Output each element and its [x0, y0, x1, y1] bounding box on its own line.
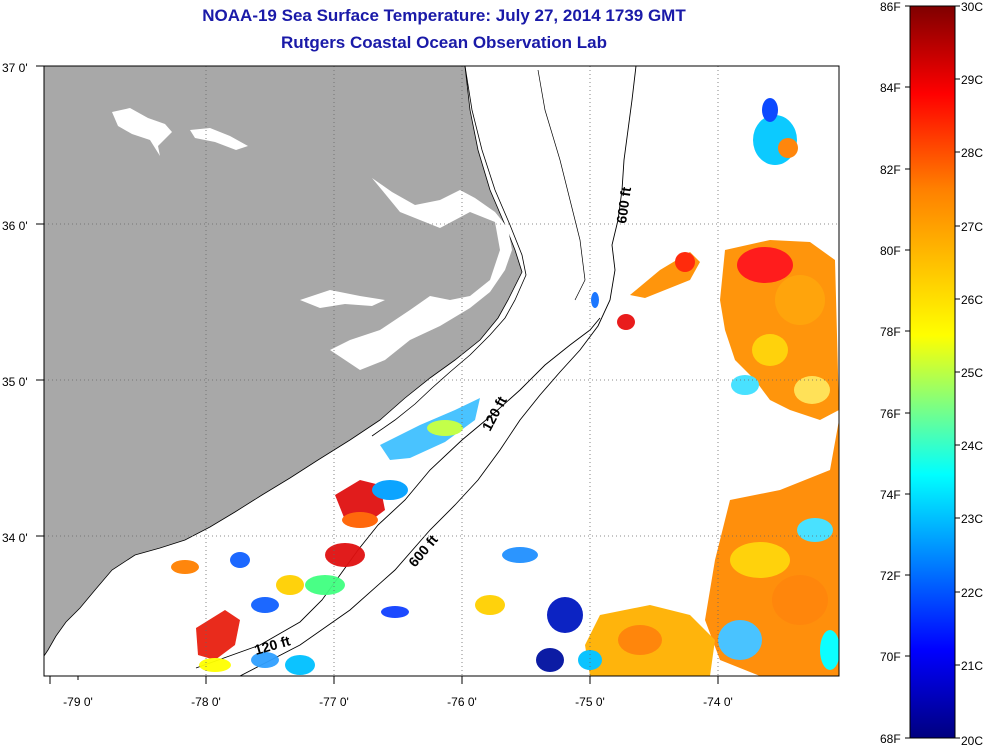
colorbar-c-label: 23C [961, 512, 984, 526]
colorbar-c-label: 30C [961, 0, 984, 14]
colorbar-c-label: 25C [961, 366, 984, 380]
lon-label: -79 0' [63, 695, 93, 709]
lat-label: 34 0' [2, 531, 28, 545]
outer-banks [371, 66, 527, 437]
colorbar-c-label: 26C [961, 293, 984, 307]
colorbar-f-label: 80F [880, 244, 901, 258]
inland-water [112, 108, 172, 156]
colorbar-c-label: 21C [961, 659, 984, 673]
colorbar-f-label: 68F [880, 732, 901, 746]
shelf-contour [537, 69, 586, 301]
sst-patches [171, 98, 839, 676]
axis-ticks [36, 65, 719, 684]
lon-label: -74 0' [703, 695, 733, 709]
map-subtitle: Rutgers Coastal Ocean Observation Lab [281, 33, 607, 52]
neuse-river [355, 332, 402, 362]
colorbar-c-label: 29C [961, 73, 984, 87]
colorbar-f-label: 78F [880, 325, 901, 339]
lat-label: 36 0' [2, 219, 28, 233]
colorbar [909, 5, 956, 739]
map-title: NOAA-19 Sea Surface Temperature: July 27… [202, 6, 686, 25]
isobath-120ft [195, 317, 601, 669]
inland-water [190, 128, 248, 150]
colorbar-f-label: 72F [880, 569, 901, 583]
isobath-600ft [239, 66, 637, 676]
lon-label: -78 0' [191, 695, 221, 709]
colorbar-f-label: 70F [880, 650, 901, 664]
colorbar-c-label: 20C [961, 734, 984, 748]
lon-label: -75 0' [575, 695, 605, 709]
colorbar-f-label: 82F [880, 163, 901, 177]
pamlico-river [300, 290, 385, 308]
isobath-label-600ft: 600 ft [613, 186, 634, 225]
colorbar-f-label: 86F [880, 0, 901, 14]
grid [44, 66, 839, 676]
colorbar-f-label: 84F [880, 81, 901, 95]
pamlico-sound [330, 178, 512, 370]
plot-frame [43, 65, 840, 677]
colorbar-f-label: 76F [880, 407, 901, 421]
colorbar-c-label: 28C [961, 146, 984, 160]
lat-label: 37 0' [2, 61, 28, 75]
colorbar-f-label: 74F [880, 488, 901, 502]
colorbar-c-label: 27C [961, 220, 984, 234]
lon-label: -77 0' [319, 695, 349, 709]
colorbar-c-label: 24C [961, 439, 984, 453]
colorbar-ticks [905, 5, 960, 739]
lat-label: 35 0' [2, 375, 28, 389]
lon-label: -76 0' [447, 695, 477, 709]
colorbar-c-label: 22C [961, 586, 984, 600]
